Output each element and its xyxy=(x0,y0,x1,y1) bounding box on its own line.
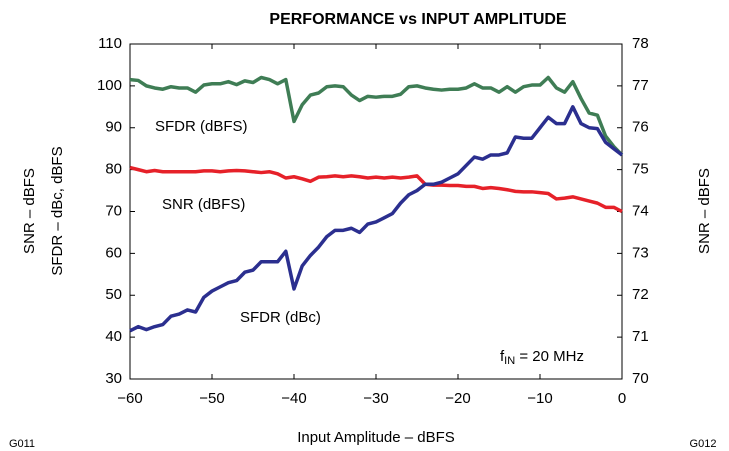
series-line xyxy=(129,165,623,214)
x-tick-label: −60 xyxy=(117,390,142,407)
annotation-text: f xyxy=(500,348,505,365)
series-label: SFDR (dBFS) xyxy=(155,118,248,135)
y-tick-label: 110 xyxy=(98,35,122,52)
series-line xyxy=(129,75,624,157)
x-tick-label: 0 xyxy=(618,390,626,407)
y-tick-label: 50 xyxy=(105,286,122,303)
x-axis-label: Input Amplitude – dBFS xyxy=(297,429,455,446)
chart-title: PERFORMANCE vs INPUT AMPLITUDE xyxy=(269,11,567,28)
y2-axis-label: SNR – dBFS xyxy=(696,168,713,254)
y2-tick-label: 74 xyxy=(632,202,649,219)
footnote: G012 xyxy=(690,438,717,450)
annotation-subscript: IN xyxy=(504,355,515,367)
y-axis-label: SFDR – dBc, dBFS xyxy=(49,146,66,275)
annotation: fIN = 20 MHz xyxy=(500,348,584,367)
x-tick-label: −50 xyxy=(199,390,224,407)
y-tick-label: 30 xyxy=(105,370,122,387)
series-label: SNR (dBFS) xyxy=(162,196,245,213)
y2-tick-label: 72 xyxy=(632,286,649,303)
annotation-suffix: = 20 MHz xyxy=(515,348,584,365)
series-line xyxy=(129,105,624,333)
y-axis-label: SNR – dBFS xyxy=(21,168,38,254)
series-label: SFDR (dBc) xyxy=(240,309,321,326)
y-tick-label: 70 xyxy=(105,202,122,219)
x-tick-label: −10 xyxy=(527,390,552,407)
y2-tick-label: 75 xyxy=(632,161,649,178)
y-tick-label: 40 xyxy=(105,328,122,345)
y2-tick-label: 77 xyxy=(632,77,649,94)
y2-tick-label: 78 xyxy=(632,35,649,52)
y2-tick-label: 73 xyxy=(632,244,649,261)
x-tick-label: −20 xyxy=(445,390,470,407)
y-tick-label: 80 xyxy=(105,161,122,178)
y2-tick-label: 70 xyxy=(632,370,649,387)
y2-tick-label: 76 xyxy=(632,119,649,136)
y-tick-label: 60 xyxy=(105,244,122,261)
y2-tick-label: 71 xyxy=(632,328,649,345)
x-tick-label: −30 xyxy=(363,390,388,407)
footnote: G011 xyxy=(9,438,35,450)
y-tick-label: 90 xyxy=(105,119,122,136)
y-tick-label: 100 xyxy=(97,77,122,94)
x-tick-label: −40 xyxy=(281,390,306,407)
